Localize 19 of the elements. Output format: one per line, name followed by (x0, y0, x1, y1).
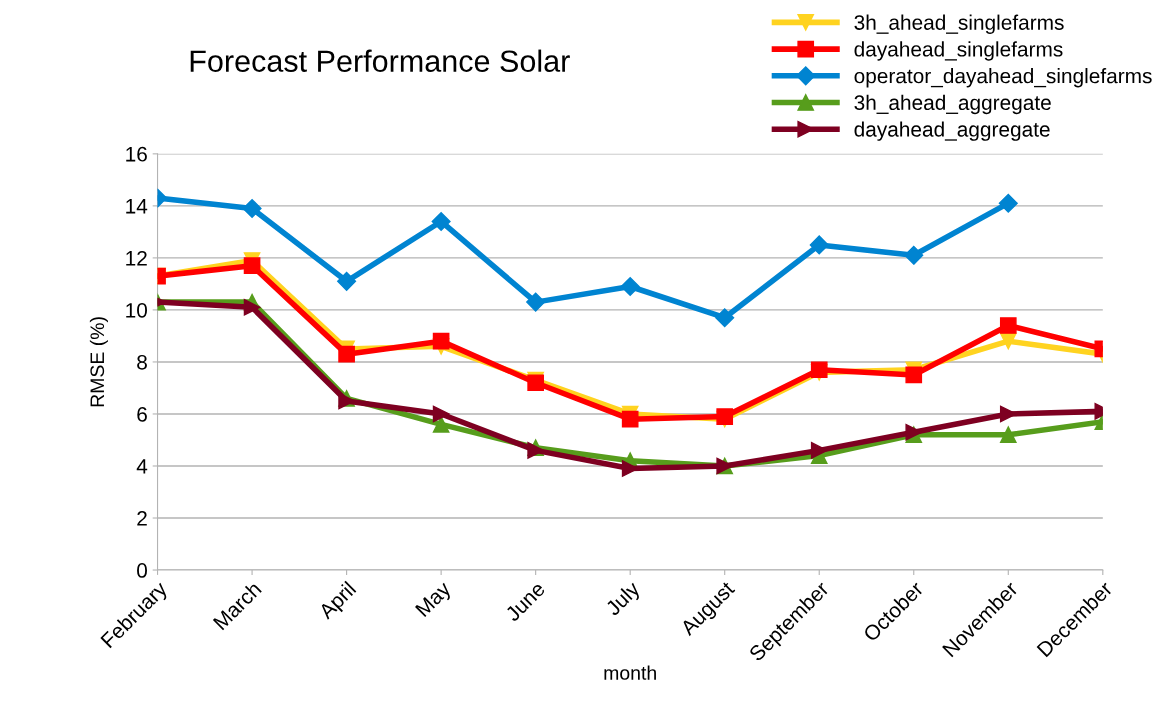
y-tick-label: 16 (126, 146, 147, 162)
legend-label: 3h_ahead_aggregate (854, 94, 1051, 115)
y-tick-label: 4 (136, 459, 148, 474)
y-tick-label: 10 (126, 302, 148, 318)
y-tick-label: 8 (137, 354, 147, 370)
legend-label: dayahead_aggregate (854, 121, 1050, 141)
y-tick-label: 2 (137, 511, 147, 526)
x-tick-label: May (415, 580, 455, 621)
legend-label: operator_dayahead_singlefarms (854, 68, 1152, 88)
chart-title: Forecast Performance Solar (190, 49, 570, 73)
legend-label: dayahead_singlefarms (854, 41, 1063, 61)
y-axis-title: RMSE (%) (89, 317, 108, 407)
legend-label: 3h_ahead_singlefarms (854, 14, 1064, 34)
y-tick-label: 14 (126, 199, 148, 214)
y-tick-label: 0 (137, 563, 148, 578)
y-tick-label: 6 (137, 406, 147, 422)
x-tick-label: July (604, 579, 644, 620)
x-axis-title: month (604, 665, 656, 680)
y-tick-label: 12 (126, 250, 147, 266)
